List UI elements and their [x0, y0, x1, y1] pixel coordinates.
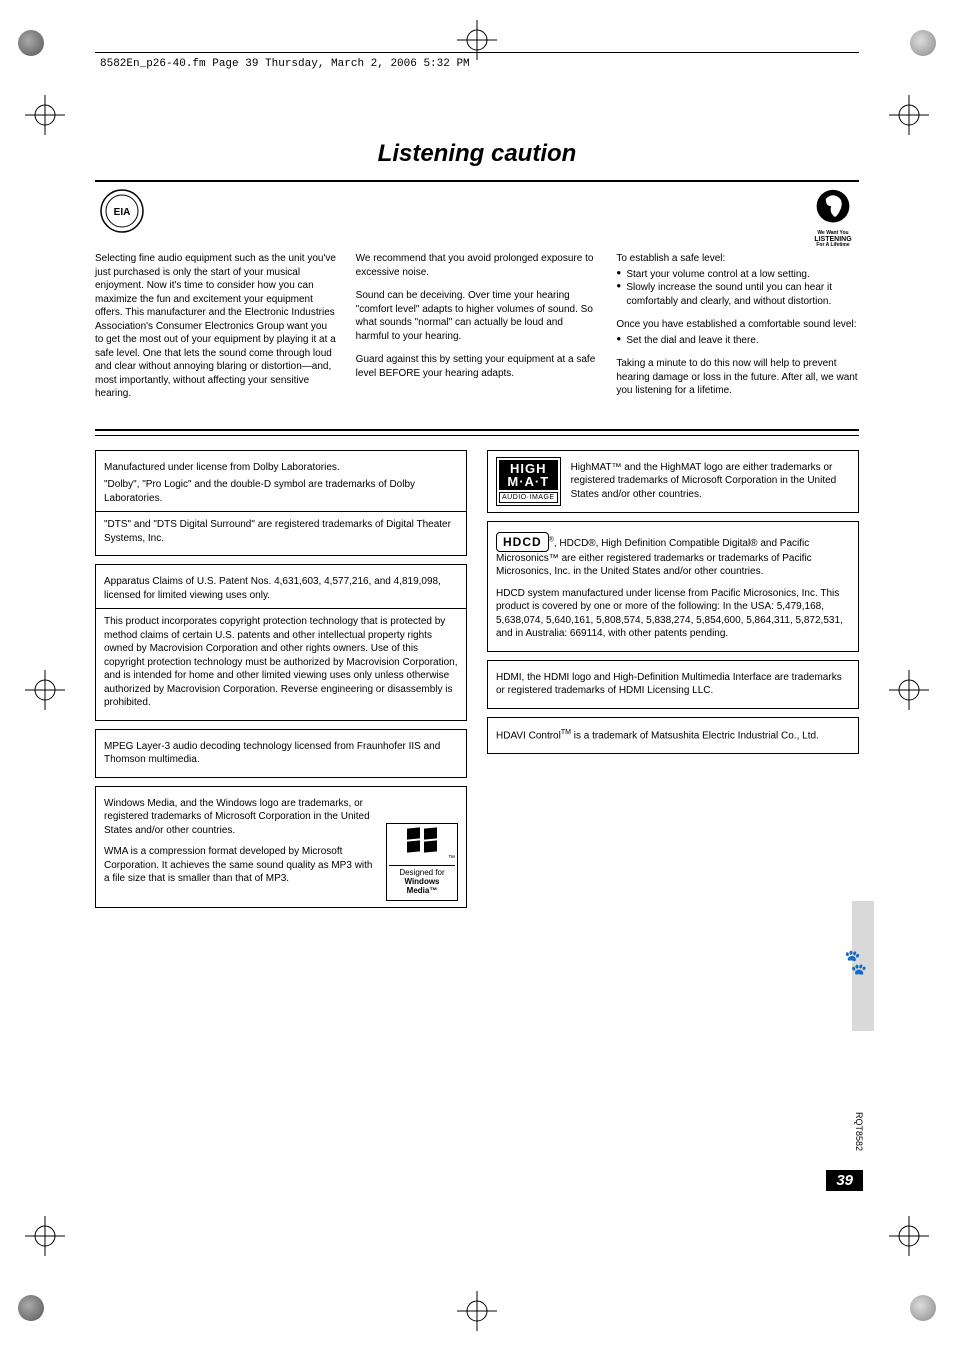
listening-lifetime-logo: We Want YouLISTENINGFor A Lifetime: [811, 188, 855, 240]
caution-columns: Selecting fine audio equipment such as t…: [95, 252, 859, 411]
print-mark-blob: [910, 1295, 936, 1321]
print-mark-blob: [910, 30, 936, 56]
caution-text: Guard against this by setting your equip…: [356, 353, 599, 380]
trademark-text: "Dolby", "Pro Logic" and the double-D sy…: [104, 478, 458, 505]
highmat-logo: HIGHM·A·T AUDIO·IMAGE: [496, 457, 561, 506]
listening-caution-section: EIA We Want YouLISTENINGFor A Lifetime S…: [95, 182, 859, 429]
crop-mark: [25, 1216, 65, 1256]
trademark-text: HighMAT™ and the HighMAT logo are either…: [571, 461, 850, 502]
caution-col-1: Selecting fine audio equipment such as t…: [95, 252, 338, 411]
logo-text: AUDIO·IMAGE: [499, 492, 558, 503]
macrovision-box: Apparatus Claims of U.S. Patent Nos. 4,6…: [95, 564, 467, 721]
crop-mark: [889, 670, 929, 710]
page-title: Listening caution: [95, 140, 859, 168]
crop-mark: [25, 95, 65, 135]
caution-text: Once you have established a comfortable …: [616, 318, 859, 332]
caution-text: We recommend that you avoid prolonged ex…: [356, 252, 599, 279]
header-rule: [95, 52, 859, 53]
trademark-right-column: HIGHM·A·T AUDIO·IMAGE HighMAT™ and the H…: [487, 450, 859, 908]
caution-bullet: Slowly increase the sound until you can …: [616, 281, 859, 308]
highmat-box: HIGHM·A·T AUDIO·IMAGE HighMAT™ and the H…: [487, 450, 859, 513]
trademark-text: WMA is a compression format developed by…: [104, 845, 376, 886]
eia-logo: EIA: [99, 188, 145, 234]
divider: [95, 435, 859, 436]
crop-mark: [889, 1216, 929, 1256]
caution-text: Selecting fine audio equipment such as t…: [95, 252, 338, 401]
document-code: RQT8582: [854, 1112, 864, 1151]
print-header-text: 8582En_p26-40.fm Page 39 Thursday, March…: [100, 58, 470, 70]
hdmi-box: HDMI, the HDMI logo and High-Definition …: [487, 660, 859, 709]
crop-mark: [457, 20, 497, 60]
trademark-text: Manufactured under license from Dolby La…: [104, 461, 458, 475]
trademark-text: HDCD®, HDCD®, High Definition Compatible…: [496, 532, 850, 579]
page: 8582En_p26-40.fm Page 39 Thursday, March…: [0, 0, 954, 1351]
logo-text: M·A·T: [507, 474, 549, 489]
mp3-box: MPEG Layer-3 audio decoding technology l…: [95, 729, 467, 778]
hdcd-logo: HDCD: [496, 532, 549, 552]
trademark-text: HDCD system manufactured under license f…: [496, 587, 850, 641]
trademark-text: This product incorporates copyright prot…: [104, 615, 458, 710]
hdavi-box: HDAVI ControlTM is a trademark of Matsus…: [487, 717, 859, 754]
trademark-text: "DTS" and "DTS Digital Surround" are reg…: [104, 518, 458, 545]
divider: [95, 429, 859, 431]
crop-mark: [25, 670, 65, 710]
caution-bullet: Start your volume control at a low setti…: [616, 268, 859, 282]
trademark-text: Windows Media, and the Windows logo are …: [104, 797, 376, 838]
dolby-box: Manufactured under license from Dolby La…: [95, 450, 467, 557]
crop-mark: [889, 95, 929, 135]
badge-text: Media™: [389, 887, 455, 896]
crop-mark: [457, 1291, 497, 1331]
caution-text: Sound can be deceiving. Over time your h…: [356, 289, 599, 343]
windows-media-logo: ™ Designed for Windows Media™: [386, 823, 458, 901]
print-mark-blob: [18, 30, 44, 56]
wma-box: Windows Media, and the Windows logo are …: [95, 786, 467, 908]
trademark-text: Apparatus Claims of U.S. Patent Nos. 4,6…: [104, 575, 458, 602]
caution-text: Taking a minute to do this now will help…: [616, 357, 859, 398]
content-area: Listening caution EIA We Want YouLISTENI…: [95, 130, 859, 1231]
page-number: 39: [826, 1170, 863, 1191]
hdcd-box: HDCD®, HDCD®, High Definition Compatible…: [487, 521, 859, 652]
trademark-text: HDAVI ControlTM is a trademark of Matsus…: [496, 728, 850, 743]
caution-bullet: Set the dial and leave it there.: [616, 334, 859, 348]
caution-col-2: We recommend that you avoid prolonged ex…: [356, 252, 599, 411]
trademark-text: HDMI, the HDMI logo and High-Definition …: [496, 671, 850, 698]
trademark-text: MPEG Layer-3 audio decoding technology l…: [104, 740, 458, 767]
caution-text: To establish a safe level:: [616, 252, 859, 266]
print-mark-blob: [18, 1295, 44, 1321]
trademark-left-column: Manufactured under license from Dolby La…: [95, 450, 467, 908]
trademark-section: Manufactured under license from Dolby La…: [95, 450, 859, 908]
svg-text:EIA: EIA: [114, 207, 131, 218]
caution-col-3: To establish a safe level: Start your vo…: [616, 252, 859, 411]
